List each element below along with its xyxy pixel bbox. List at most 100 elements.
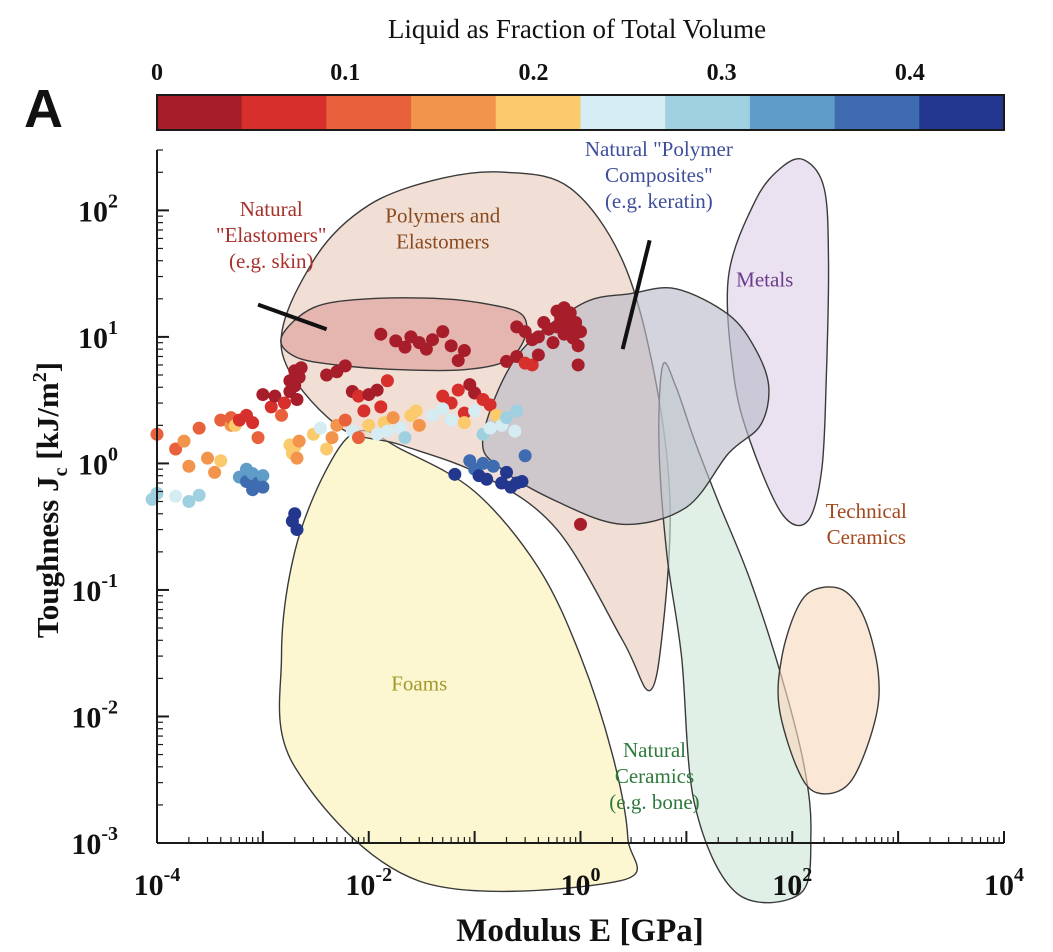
data-point [169, 442, 183, 456]
x-tick-base: 10 [772, 869, 802, 902]
data-point [256, 469, 270, 483]
y-tick-label: 10-3 [71, 823, 118, 861]
data-point [313, 421, 327, 435]
data-point [436, 325, 450, 339]
colorbar-tick-label: 0 [151, 60, 163, 86]
data-point [192, 421, 206, 435]
y-axis-label: Toughness Jc [kJ/m2] [29, 362, 72, 638]
data-point [412, 418, 426, 432]
y-axis-label-unit: [kJ/m [30, 382, 65, 467]
data-point [510, 404, 524, 418]
data-point [256, 388, 270, 402]
data-point [518, 449, 532, 463]
data-point [351, 389, 365, 403]
data-point [380, 424, 394, 438]
data-point [386, 411, 400, 425]
y-tick-exponent: 0 [108, 443, 118, 465]
data-point [288, 507, 302, 521]
region-label-line: (e.g. skin) [229, 249, 314, 273]
data-point [325, 431, 339, 445]
data-point [214, 454, 228, 468]
data-point [292, 434, 306, 448]
colorbar-segment [157, 95, 243, 130]
data-point [451, 354, 465, 368]
data-point [370, 383, 384, 397]
y-tick-base: 10 [78, 448, 108, 481]
x-tick-label: 10-2 [345, 864, 392, 902]
data-points [145, 301, 587, 537]
region-label-line: Natural [240, 197, 303, 221]
region-label-technical-ceramics: Technical Ceramics [826, 499, 907, 549]
data-point [338, 413, 352, 427]
y-axis-label-main: Toughness J [30, 476, 65, 638]
data-point [468, 404, 482, 418]
x-tick-label: 10-4 [134, 864, 181, 902]
data-point [320, 368, 334, 382]
colorbar-frame [156, 94, 1005, 131]
data-point [277, 396, 291, 410]
x-tick-exponent: 0 [591, 864, 601, 886]
data-point [457, 416, 471, 430]
y-tick-label: 10-2 [71, 696, 118, 734]
region-label-line: Ceramics [615, 764, 694, 788]
colorbar-segment [665, 95, 751, 130]
x-tick-exponent: -4 [164, 864, 181, 886]
data-point [531, 330, 545, 344]
y-tick-base: 10 [78, 195, 108, 228]
x-tick-label: 102 [772, 864, 812, 902]
y-axis-label-unit-power: 2 [29, 372, 51, 382]
data-point [290, 393, 304, 407]
data-point [451, 383, 465, 397]
x-axis-label: Modulus E [GPa] [456, 913, 704, 949]
region-label-line: Natural [623, 738, 686, 762]
x-tick-exponent: -2 [375, 864, 392, 886]
colorbar-tick-labels: 0 0.1 0.2 0.3 0.4 [151, 60, 925, 86]
data-point [357, 404, 371, 418]
data-point [444, 413, 458, 427]
y-axis-label-subscript: c [50, 467, 72, 476]
colorbar-tick-label: 0.2 [518, 60, 548, 86]
colorbar-segment [326, 95, 412, 130]
data-point [201, 451, 215, 465]
data-point [374, 400, 388, 414]
region-label-line: Composites" [605, 163, 713, 187]
data-point [351, 431, 365, 445]
data-point [275, 408, 289, 422]
data-point [268, 389, 282, 403]
data-point [246, 416, 260, 430]
region-label-line: (e.g. bone) [609, 790, 699, 814]
y-tick-base: 10 [71, 575, 101, 608]
x-tick-label: 100 [561, 864, 601, 902]
leader-line [257, 302, 328, 332]
region-label-line: Natural "Polymer [585, 137, 733, 161]
data-point [398, 431, 412, 445]
data-point [480, 472, 494, 486]
data-point [499, 354, 513, 368]
leader-line [620, 239, 652, 350]
data-point [489, 408, 503, 422]
data-point [483, 398, 497, 412]
data-point [550, 304, 564, 318]
data-point [515, 474, 529, 488]
data-point [264, 400, 278, 414]
y-tick-exponent: -2 [101, 696, 118, 718]
region-label-metals: Metals [736, 268, 793, 292]
data-point [192, 488, 206, 502]
y-tick-label: 100 [78, 443, 118, 481]
leader-lines [257, 239, 652, 350]
y-tick-base: 10 [71, 701, 101, 734]
data-point [256, 480, 270, 494]
x-tick-base: 10 [561, 869, 591, 902]
region-label-natural-elastomers: Natural "Elastomers" (e.g. skin) [216, 197, 326, 273]
data-point [251, 431, 265, 445]
x-tick-exponent: 2 [802, 864, 812, 886]
region-technical-ceramics [777, 586, 880, 795]
data-point [362, 418, 376, 432]
data-point [169, 489, 183, 503]
region-label-natural-ceramics: Natural Ceramics (e.g. bone) [609, 738, 699, 814]
data-point [320, 442, 334, 456]
region-label-line: Metals [736, 268, 793, 292]
